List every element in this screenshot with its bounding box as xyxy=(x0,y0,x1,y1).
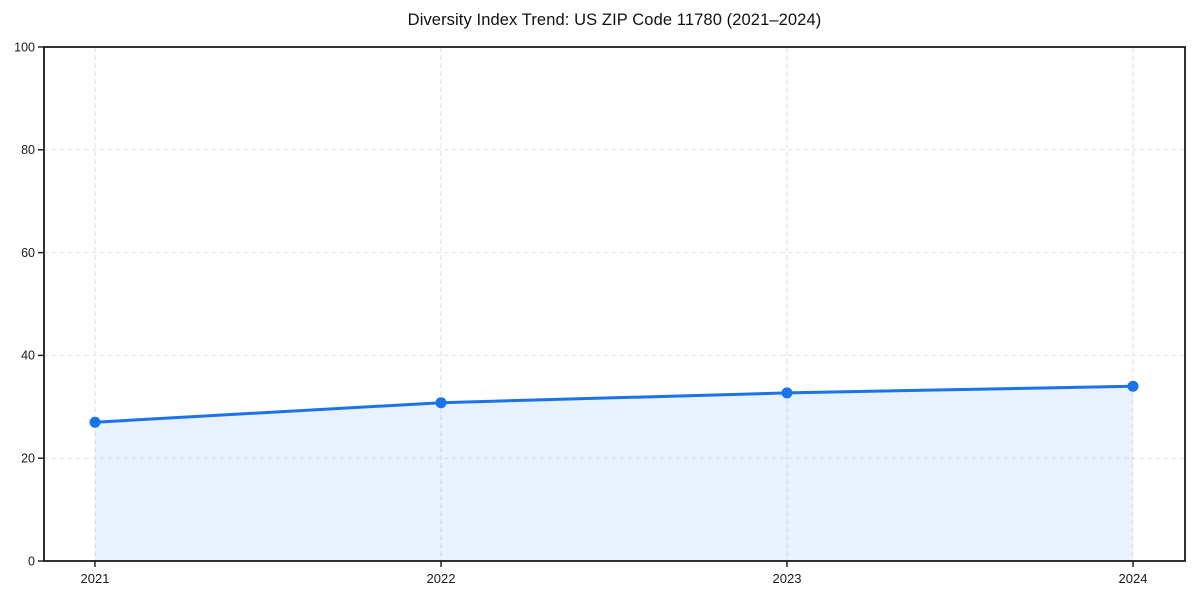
data-point-2024 xyxy=(1127,380,1139,392)
data-point-2023 xyxy=(781,387,793,399)
y-tick-label-60: 60 xyxy=(21,246,35,260)
x-tick-label-2021: 2021 xyxy=(81,571,110,586)
data-point-2022 xyxy=(435,397,447,409)
y-tick-label-40: 40 xyxy=(21,349,35,363)
x-tick-label-2022: 2022 xyxy=(427,571,456,586)
y-tick-label-80: 80 xyxy=(21,143,35,157)
x-tick-label-2023: 2023 xyxy=(773,571,802,586)
y-tick-label-0: 0 xyxy=(28,554,35,568)
x-tick-label-2024: 2024 xyxy=(1119,571,1148,586)
y-tick-label-100: 100 xyxy=(14,40,35,54)
data-point-2021 xyxy=(89,416,101,428)
chart-title: Diversity Index Trend: US ZIP Code 11780… xyxy=(407,11,822,29)
y-tick-label-20: 20 xyxy=(21,452,35,466)
plot-border xyxy=(43,46,1186,562)
area-fill xyxy=(95,386,1133,561)
trend-line xyxy=(93,384,1135,424)
